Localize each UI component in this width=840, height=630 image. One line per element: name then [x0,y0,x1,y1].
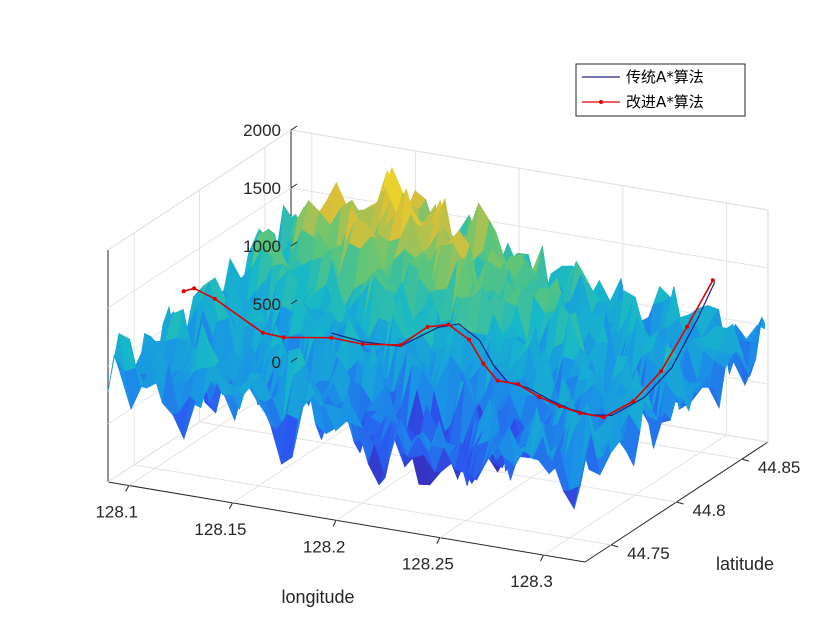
improved-path-marker [281,335,286,340]
x-tick-label: 128.3 [510,572,553,591]
x-tick [125,485,130,492]
improved-path-marker [481,361,486,366]
grid-line [134,464,612,546]
grid-line [290,129,769,211]
z-tick-label: 1000 [243,237,281,256]
improved-path-marker [192,286,197,291]
z-tick-label: 2000 [243,121,281,140]
z-tick [290,299,298,305]
y-tick-label: 44.8 [693,501,726,520]
z-tick [290,125,298,131]
x-tick-label: 128.1 [95,502,138,521]
z-tick [290,357,298,363]
y-tick [741,458,749,462]
improved-path-marker [329,335,334,340]
x-tick-label: 128.25 [402,555,454,574]
improved-path-marker [398,343,403,348]
path-series [181,278,716,420]
legend-label-traditional: 传统A*算法 [626,68,704,86]
box-edge [107,481,586,563]
y-axis-label: latitude [716,554,774,574]
improved-path-marker [467,337,472,342]
legend: 传统A*算法 改进A*算法 [575,63,746,117]
x-tick [436,537,441,544]
improved-path-marker [557,404,562,409]
x-axis-label: longitude [281,587,354,607]
x-tick [228,502,233,510]
improved-path-marker [659,369,664,374]
improved-path-marker [212,296,217,301]
improved-path-line [183,279,714,419]
legend-marker-improved [599,100,603,104]
legend-label-improved: 改进A*算法 [626,93,704,111]
improved-path-marker [425,324,430,329]
traditional-path-line [331,281,716,416]
y-tick-label: 44.75 [627,544,670,563]
z-tick [290,183,298,189]
improved-path-marker [631,399,636,404]
x-tick-label: 128.2 [303,537,346,556]
terrain-surface [107,166,765,510]
y-tick [676,501,684,505]
improved-path-marker [710,278,715,283]
grid-line [290,187,769,269]
surface-patch [573,432,592,509]
y-tick-label: 44.85 [758,458,801,477]
z-tick-label: 0 [272,353,281,372]
improved-path-marker [495,378,500,383]
z-tick-label: 500 [253,295,281,314]
improved-path-marker [446,322,451,327]
improved-path-marker [578,411,583,416]
improved-path-marker [536,394,541,399]
improved-path-marker [601,415,606,420]
x-tick [332,520,337,527]
axis-ticks: 0 500 1000 1500 2000 128.1 128.15 128.2 128.25 12… [95,121,800,591]
improved-path-marker [360,342,365,347]
legend-box [575,63,746,117]
y-tick [611,544,619,548]
improved-path-marker [516,382,521,387]
x-tick-label: 128.15 [194,520,246,539]
improved-path-marker [260,330,265,335]
x-tick [540,554,544,562]
improved-path-marker [684,324,689,329]
z-tick-label: 1500 [243,179,281,198]
z-tick [290,241,298,247]
improved-path-marker [181,289,186,294]
